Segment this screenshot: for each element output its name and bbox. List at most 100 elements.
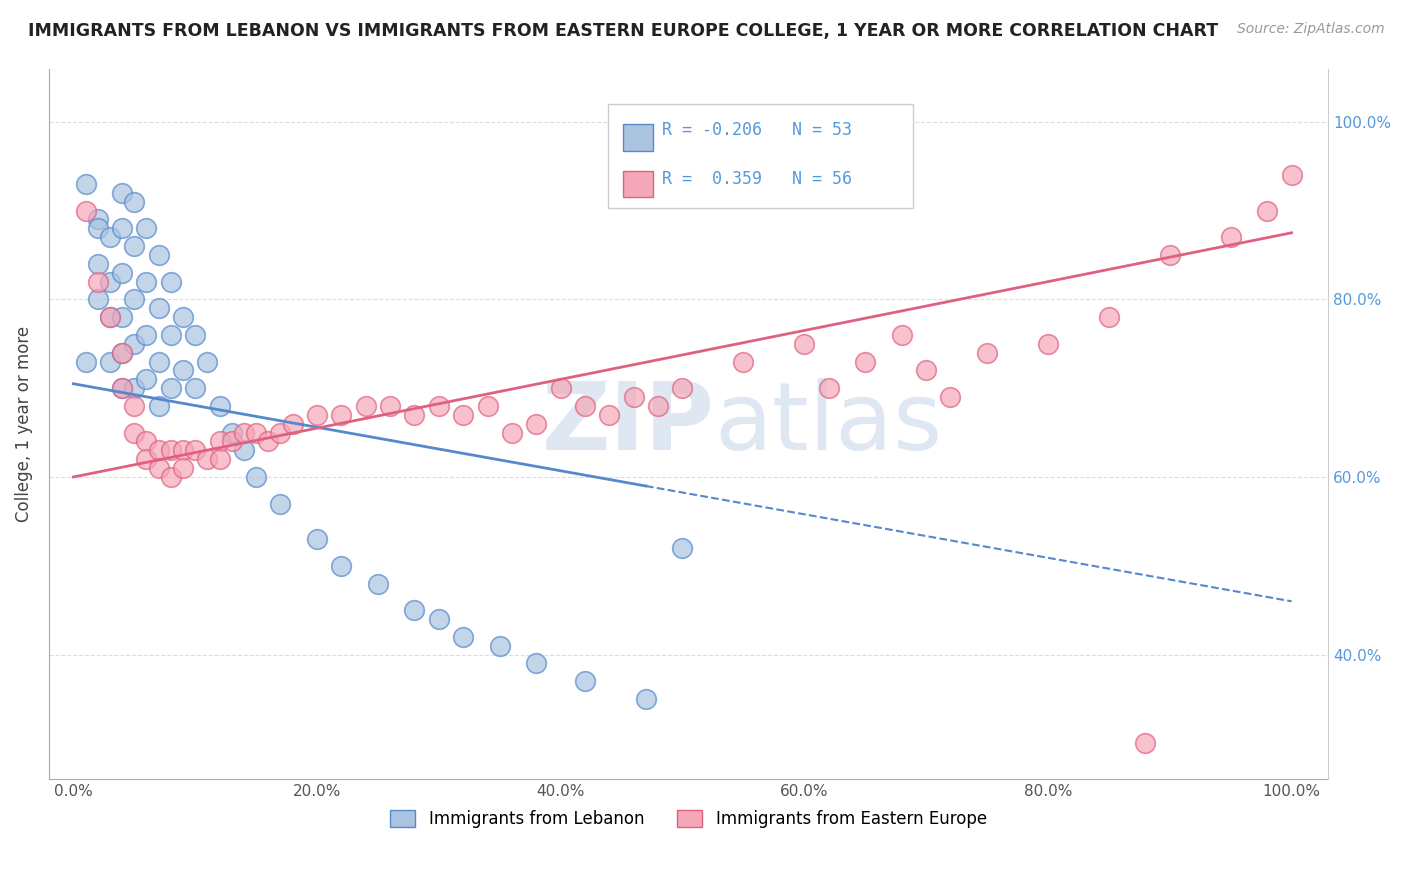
Point — [488, 639, 510, 653]
Point — [98, 275, 121, 289]
Point — [574, 399, 596, 413]
Point — [647, 399, 669, 413]
Point — [501, 425, 523, 440]
Text: IMMIGRANTS FROM LEBANON VS IMMIGRANTS FROM EASTERN EUROPE COLLEGE, 1 YEAR OR MOR: IMMIGRANTS FROM LEBANON VS IMMIGRANTS FR… — [28, 22, 1218, 40]
Point — [634, 692, 657, 706]
Point — [135, 327, 157, 342]
Point — [135, 275, 157, 289]
Point — [148, 443, 170, 458]
Point — [75, 203, 97, 218]
Point — [1036, 336, 1059, 351]
Point — [221, 434, 243, 449]
Point — [122, 293, 145, 307]
Point — [148, 354, 170, 368]
Point — [1098, 310, 1121, 325]
Point — [111, 381, 134, 395]
Point — [111, 221, 134, 235]
Point — [477, 399, 499, 413]
Point — [159, 470, 181, 484]
Point — [172, 461, 194, 475]
Point — [122, 425, 145, 440]
Point — [853, 354, 876, 368]
Point — [195, 452, 218, 467]
Point — [195, 354, 218, 368]
Point — [184, 443, 207, 458]
Point — [148, 461, 170, 475]
Point — [427, 612, 450, 626]
Point — [817, 381, 839, 395]
Point — [1159, 248, 1181, 262]
Point — [793, 336, 815, 351]
Point — [75, 354, 97, 368]
Point — [159, 327, 181, 342]
Point — [221, 425, 243, 440]
Point — [671, 381, 693, 395]
Point — [367, 576, 389, 591]
Point — [86, 257, 108, 271]
Point — [122, 194, 145, 209]
Point — [598, 408, 620, 422]
Text: ZIP: ZIP — [541, 377, 714, 470]
Point — [245, 470, 267, 484]
Point — [550, 381, 572, 395]
Point — [305, 532, 328, 546]
Point — [427, 399, 450, 413]
Text: R =  0.359   N = 56: R = 0.359 N = 56 — [662, 169, 852, 187]
Point — [330, 558, 353, 573]
Point — [159, 275, 181, 289]
Point — [404, 603, 426, 617]
Point — [86, 293, 108, 307]
Point — [172, 443, 194, 458]
Point — [184, 381, 207, 395]
Point — [232, 425, 254, 440]
Point — [98, 310, 121, 325]
Point — [159, 443, 181, 458]
Point — [245, 425, 267, 440]
Point — [122, 336, 145, 351]
Point — [111, 186, 134, 200]
Point — [159, 381, 181, 395]
Point — [184, 327, 207, 342]
Point — [269, 497, 291, 511]
Point — [378, 399, 401, 413]
Point — [451, 630, 474, 644]
Point — [257, 434, 280, 449]
Point — [75, 177, 97, 191]
Point — [1256, 203, 1278, 218]
Point — [208, 434, 231, 449]
Point — [524, 417, 547, 431]
Point — [98, 230, 121, 244]
Point — [281, 417, 304, 431]
Point — [232, 443, 254, 458]
Point — [939, 390, 962, 404]
Point — [135, 434, 157, 449]
Point — [172, 310, 194, 325]
Point — [574, 674, 596, 689]
Point — [451, 408, 474, 422]
Point — [404, 408, 426, 422]
Point — [111, 381, 134, 395]
Text: R = -0.206   N = 53: R = -0.206 N = 53 — [662, 120, 852, 138]
Point — [269, 425, 291, 440]
Point — [305, 408, 328, 422]
Point — [148, 399, 170, 413]
Point — [208, 452, 231, 467]
Point — [148, 301, 170, 316]
Point — [1219, 230, 1241, 244]
Point — [135, 372, 157, 386]
Point — [122, 239, 145, 253]
Point — [111, 266, 134, 280]
Point — [98, 354, 121, 368]
Point — [354, 399, 377, 413]
Point — [524, 657, 547, 671]
Point — [122, 381, 145, 395]
Legend: Immigrants from Lebanon, Immigrants from Eastern Europe: Immigrants from Lebanon, Immigrants from… — [384, 803, 994, 835]
Point — [111, 345, 134, 359]
Text: atlas: atlas — [714, 377, 942, 470]
Point — [208, 399, 231, 413]
Point — [330, 408, 353, 422]
Point — [86, 275, 108, 289]
Point — [623, 390, 645, 404]
Text: Source: ZipAtlas.com: Source: ZipAtlas.com — [1237, 22, 1385, 37]
Point — [148, 248, 170, 262]
